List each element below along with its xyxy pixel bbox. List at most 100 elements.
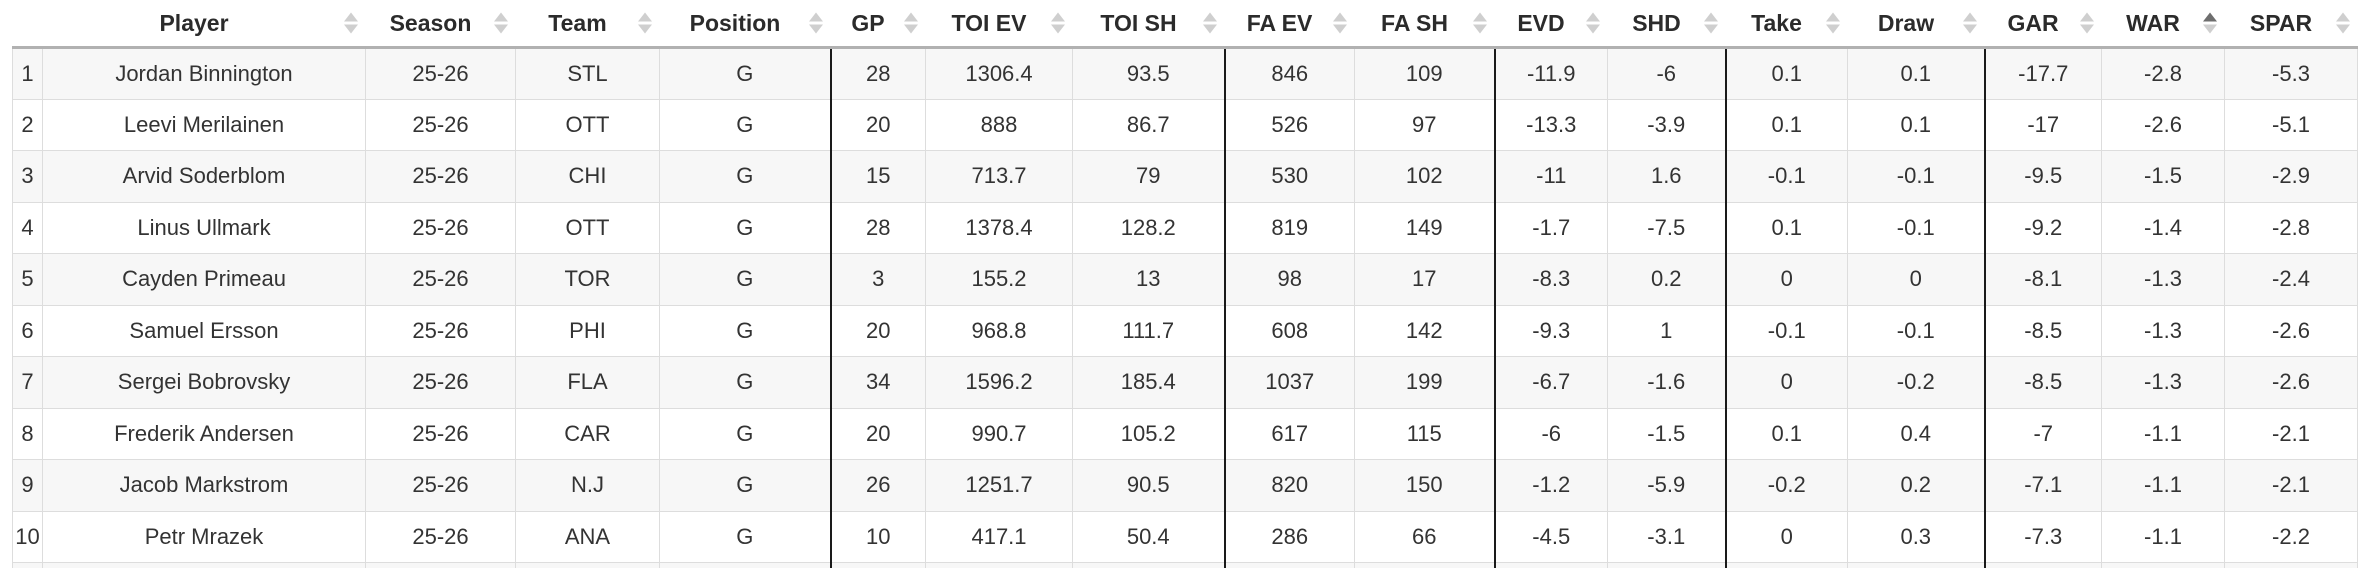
column-header-fa-sh[interactable]: FA SH bbox=[1354, 0, 1495, 49]
column-header-take[interactable]: Take bbox=[1725, 0, 1848, 49]
sort-asc-icon bbox=[903, 12, 918, 22]
sort-asc-icon bbox=[637, 12, 652, 22]
cell-toi-ev: 1378.4 bbox=[925, 201, 1073, 254]
stats-table-container: Player Season Team Position GP TOI EV TOI SH FA… bbox=[12, 0, 2358, 568]
cell-evd: -6.7 bbox=[1493, 356, 1608, 409]
sort-arrows-icon bbox=[2335, 12, 2350, 34]
cell-draw: -0.1 bbox=[1847, 150, 1985, 203]
cell-player: Frederik Andersen bbox=[42, 407, 366, 460]
cell-rank: 1 bbox=[12, 47, 43, 100]
column-label-gar: GAR bbox=[2007, 9, 2059, 36]
sort-desc-icon bbox=[1962, 24, 1977, 34]
cell-war bbox=[2101, 562, 2225, 568]
cell-toi-sh: 50.4 bbox=[1072, 510, 1225, 563]
cell-war: -1.3 bbox=[2101, 304, 2225, 357]
sort-asc-icon bbox=[1825, 12, 1840, 22]
cell-evd: -1.2 bbox=[1493, 459, 1608, 512]
cell-draw: 0.3 bbox=[1847, 510, 1985, 563]
column-header-fa-ev[interactable]: FA EV bbox=[1224, 0, 1355, 49]
column-label-player: Player bbox=[159, 9, 229, 36]
cell-toi-ev: 1596.2 bbox=[925, 356, 1073, 409]
sort-asc-icon bbox=[1332, 12, 1347, 22]
cell-season bbox=[365, 562, 516, 568]
cell-team: STL bbox=[515, 47, 660, 100]
cell-spar: -2.6 bbox=[2224, 356, 2358, 409]
cell-shd: 1.6 bbox=[1607, 150, 1726, 203]
cell-gp bbox=[829, 562, 926, 568]
cell-team: CAR bbox=[515, 407, 660, 460]
cell-spar: -2.8 bbox=[2224, 201, 2358, 254]
cell-draw: 0.1 bbox=[1847, 47, 1985, 100]
column-label-team: Team bbox=[548, 9, 607, 36]
cell-toi-sh: 13 bbox=[1072, 253, 1225, 306]
column-label-fa-ev: FA EV bbox=[1246, 9, 1313, 36]
sort-asc-icon bbox=[1703, 12, 1718, 22]
column-header-toi-ev[interactable]: TOI EV bbox=[925, 0, 1073, 49]
cell-position: G bbox=[659, 304, 831, 357]
cell-fa-ev: 530 bbox=[1223, 150, 1355, 203]
cell-position: G bbox=[659, 47, 831, 100]
cell-take: -0.1 bbox=[1724, 150, 1848, 203]
cell-spar: -2.9 bbox=[2224, 150, 2358, 203]
cell-toi-sh: 93.5 bbox=[1072, 47, 1225, 100]
cell-evd: -11.9 bbox=[1493, 47, 1608, 100]
column-header-draw[interactable]: Draw bbox=[1847, 0, 1985, 49]
sort-desc-icon bbox=[1050, 24, 1065, 34]
column-header-evd[interactable]: EVD bbox=[1494, 0, 1608, 49]
table-row: 3 Arvid Soderblom 25-26 CHI G 15 713.7 79 530 102… bbox=[12, 150, 2358, 203]
column-header-season[interactable]: Season bbox=[365, 0, 516, 49]
sort-arrows-icon bbox=[808, 12, 823, 34]
cell-shd: -6 bbox=[1607, 47, 1726, 100]
column-header-team[interactable]: Team bbox=[515, 0, 660, 49]
sort-desc-icon bbox=[1585, 24, 1600, 34]
cell-gp: 26 bbox=[829, 459, 926, 512]
cell-fa-sh: 150 bbox=[1354, 459, 1495, 512]
cell-player: Linus Ullmark bbox=[42, 201, 366, 254]
cell-shd: -3.9 bbox=[1607, 98, 1726, 151]
column-header-gar[interactable]: GAR bbox=[1984, 0, 2102, 49]
cell-team: N.J bbox=[515, 459, 660, 512]
cell-war: -1.1 bbox=[2101, 459, 2225, 512]
cell-war: -1.5 bbox=[2101, 150, 2225, 203]
cell-fa-ev: 617 bbox=[1223, 407, 1355, 460]
cell-season: 25-26 bbox=[365, 47, 516, 100]
cell-war: -1.3 bbox=[2101, 253, 2225, 306]
column-header-war[interactable]: WAR bbox=[2101, 0, 2225, 49]
header-row: Player Season Team Position GP TOI EV TOI SH FA… bbox=[12, 0, 2358, 49]
cell-team: OTT bbox=[515, 201, 660, 254]
cell-gar: -17.7 bbox=[1983, 47, 2102, 100]
table-row: 2 Leevi Merilainen 25-26 OTT G 20 888 86.7 526 97… bbox=[12, 98, 2358, 151]
cell-war: -1.1 bbox=[2101, 510, 2225, 563]
cell-season: 25-26 bbox=[365, 150, 516, 203]
cell-fa-sh bbox=[1354, 562, 1495, 568]
cell-shd bbox=[1607, 562, 1726, 568]
sort-asc-icon bbox=[343, 12, 358, 22]
cell-shd: -7.5 bbox=[1607, 201, 1726, 254]
sort-arrows-icon bbox=[343, 12, 358, 34]
column-header-player[interactable]: Player bbox=[42, 0, 366, 49]
column-header-position[interactable]: Position bbox=[659, 0, 831, 49]
cell-fa-sh: 142 bbox=[1354, 304, 1495, 357]
cell-fa-sh: 97 bbox=[1354, 98, 1495, 151]
cell-toi-ev: 1251.7 bbox=[925, 459, 1073, 512]
cell-season: 25-26 bbox=[365, 459, 516, 512]
column-header-shd[interactable]: SHD bbox=[1607, 0, 1726, 49]
cell-spar: -5.1 bbox=[2224, 98, 2358, 151]
cell-fa-ev: 526 bbox=[1223, 98, 1355, 151]
column-header-spar[interactable]: SPAR bbox=[2224, 0, 2358, 49]
sort-arrows-icon bbox=[1332, 12, 1347, 34]
cell-team: CHI bbox=[515, 150, 660, 203]
table-row: 6 Samuel Ersson 25-26 PHI G 20 968.8 111.7 608 14… bbox=[12, 304, 2358, 357]
column-label-war: WAR bbox=[2126, 9, 2180, 36]
sort-arrows-icon bbox=[1202, 12, 1217, 34]
column-header-toi-sh[interactable]: TOI SH bbox=[1072, 0, 1225, 49]
cell-gp: 15 bbox=[829, 150, 926, 203]
cell-war: -2.8 bbox=[2101, 47, 2225, 100]
cell-player: Jacob Markstrom bbox=[42, 459, 366, 512]
cell-war: -2.6 bbox=[2101, 98, 2225, 151]
cell-fa-ev: 819 bbox=[1223, 201, 1355, 254]
cell-gp: 28 bbox=[829, 201, 926, 254]
cell-toi-sh: 86.7 bbox=[1072, 98, 1225, 151]
column-header-gp[interactable]: GP bbox=[830, 0, 926, 49]
cell-fa-ev: 1037 bbox=[1223, 356, 1355, 409]
